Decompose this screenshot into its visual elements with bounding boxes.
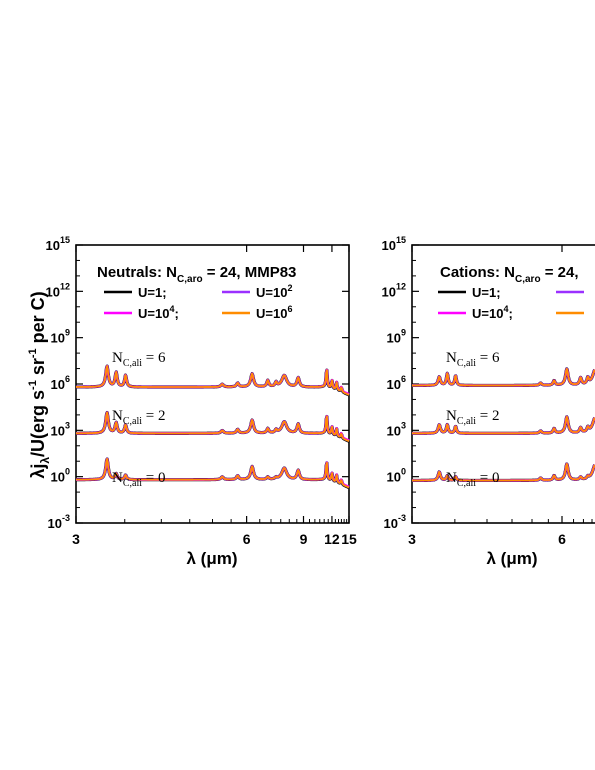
- curves: [410, 367, 595, 483]
- series-line: [411, 415, 595, 435]
- y-tick-label: 1015: [46, 235, 70, 253]
- x-tick-label: 15: [341, 531, 357, 547]
- curves: [75, 364, 350, 490]
- series-line: [75, 458, 350, 489]
- series-line: [411, 463, 595, 482]
- x-tick-label: 3: [72, 531, 80, 547]
- legend-label: U=104;: [138, 304, 179, 321]
- group-label: NC,ali = 0: [112, 470, 165, 489]
- y-tick-label: 100: [387, 467, 406, 485]
- legend-label: U=104;: [472, 304, 513, 321]
- legend-label: U=106: [256, 304, 292, 321]
- y-tick-label: 109: [387, 328, 406, 346]
- chart-title: Neutrals: NC,aro = 24, MMP83: [97, 264, 296, 285]
- group-label: NC,ali = 2: [112, 408, 165, 427]
- chart-panel-cations: 10-3 100 103 106 109 1012 1015 3 6 Cations: NC,a…: [382, 235, 595, 568]
- x-tick-label: 3: [408, 531, 416, 547]
- x-tick-label: 9: [300, 531, 308, 547]
- series-line: [75, 411, 350, 443]
- axis-ticks: 10-3 100 103 106 109 1012 1015 3 6 9 12 15: [46, 235, 357, 547]
- svg-text:λjλ/U(erg s-1 sr-1 per C): λjλ/U(erg s-1 sr-1 per C): [27, 291, 52, 478]
- y-axis-label: λjλ/U(erg s-1 sr-1 per C): [27, 291, 52, 478]
- group-label: NC,ali = 6: [112, 350, 166, 369]
- x-axis-label: λ (μm): [486, 549, 537, 568]
- y-tick-label: 109: [51, 328, 70, 346]
- y-tick-label: 1015: [382, 235, 406, 253]
- x-tick-label: 6: [243, 531, 251, 547]
- y-tick-label: 103: [387, 420, 406, 438]
- y-tick-label: 100: [51, 467, 70, 485]
- chart-panel-neutrals: 10-3 100 103 106 109 1012 1015 3 6 9 12 15 Neutrals…: [46, 235, 357, 568]
- y-tick-label: 1012: [382, 281, 406, 299]
- y-tick-label: 1012: [46, 281, 70, 299]
- x-axis-label: λ (μm): [186, 549, 237, 568]
- legend-label: U=102: [256, 283, 292, 300]
- series-line: [75, 365, 350, 396]
- legend: U=1; U=102 U=104; U=106: [104, 283, 292, 321]
- y-tick-label: 103: [51, 420, 70, 438]
- legend-label: U=1;: [138, 285, 167, 300]
- group-label: NC,ali = 6: [446, 350, 500, 369]
- series-line: [411, 368, 595, 387]
- group-label: NC,ali = 2: [446, 408, 499, 427]
- y-tick-label: 106: [387, 374, 406, 392]
- legend: U=1; U=104;: [438, 285, 584, 321]
- y-tick-label: 10-3: [48, 513, 70, 531]
- group-labels: NC,ali = 6 NC,ali = 2 NC,ali = 0: [112, 350, 166, 489]
- axis-ticks: 10-3 100 103 106 109 1012 1015 3 6: [382, 235, 593, 547]
- legend-label: U=1;: [472, 285, 501, 300]
- x-tick-label: 12: [324, 531, 340, 547]
- group-labels: NC,ali = 6 NC,ali = 2 NC,ali = 0: [446, 350, 500, 489]
- y-tick-label: 106: [51, 374, 70, 392]
- y-tick-label: 10-3: [384, 513, 406, 531]
- group-label: NC,ali = 0: [446, 470, 499, 489]
- chart-title: Cations: NC,aro = 24,: [440, 264, 579, 285]
- x-tick-label: 6: [558, 531, 566, 547]
